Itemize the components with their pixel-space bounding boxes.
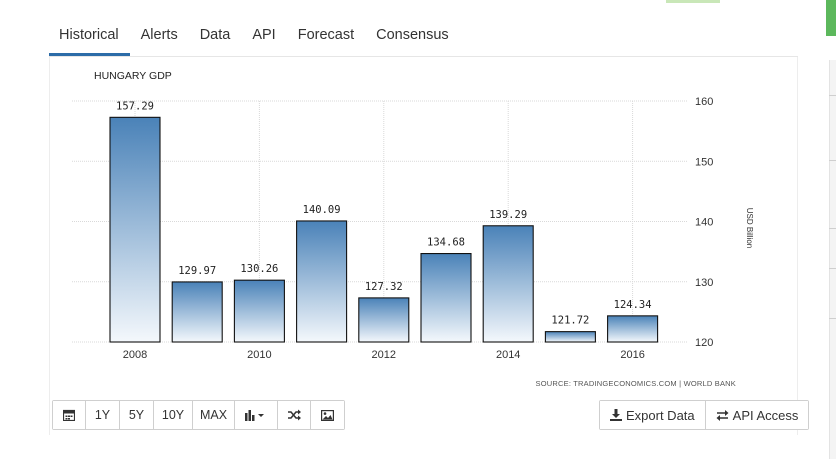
right-side-panel — [829, 60, 836, 459]
chart-panel — [49, 57, 798, 435]
range-10y-button[interactable]: 10Y — [154, 401, 193, 429]
chart-title: HUNGARY GDP — [94, 70, 172, 82]
range-1y-button[interactable]: 1Y — [86, 401, 120, 429]
top-accent-bar — [666, 0, 720, 3]
calendar-icon — [63, 409, 75, 421]
side-divider — [829, 95, 836, 96]
gdp-bar-chart: HUNGARY GDP 157.29 129.97 130.26 140.09 127.… — [72, 70, 754, 388]
bar-chart-icon — [245, 410, 264, 421]
bar[interactable] — [171, 281, 223, 343]
bar-value-label: 134.68 — [427, 237, 465, 249]
chart-actions: Export Data API Access — [599, 400, 810, 430]
tab-alerts[interactable]: Alerts — [140, 27, 178, 43]
side-divider — [829, 228, 836, 229]
x-tick-label: 2014 — [496, 349, 520, 361]
api-access-label: API Access — [732, 407, 799, 423]
compare-button[interactable] — [278, 401, 311, 429]
api-access-button[interactable]: API Access — [705, 401, 809, 429]
bar-value-label: 121.72 — [551, 315, 589, 327]
y-tick-label: 140 — [695, 217, 713, 229]
y-tick-label: 160 — [695, 96, 713, 108]
bar-value-label: 124.34 — [614, 299, 652, 311]
bar-value-label: 130.26 — [240, 263, 278, 275]
x-tick-label: 2008 — [123, 349, 147, 361]
y-axis-label: USD Billion — [745, 208, 754, 248]
y-tick-label: 150 — [695, 156, 713, 168]
bar[interactable] — [607, 315, 659, 343]
bar-value-label: 140.09 — [303, 204, 341, 216]
side-divider — [829, 160, 836, 161]
bar[interactable] — [109, 116, 161, 343]
swap-arrows-icon — [716, 409, 729, 421]
source-note: SOURCE: TRADINGECONOMICS.COM | WORLD BAN… — [536, 379, 736, 388]
shuffle-icon — [287, 409, 301, 421]
tab-forecast[interactable]: Forecast — [297, 27, 355, 43]
x-tick-label: 2016 — [620, 349, 644, 361]
bar[interactable] — [420, 253, 472, 343]
calendar-button[interactable] — [53, 401, 86, 429]
range-5y-button[interactable]: 5Y — [120, 401, 154, 429]
tab-api[interactable]: API — [252, 27, 276, 43]
y-tick-label: 120 — [695, 337, 713, 349]
range-max-button[interactable]: MAX — [193, 401, 235, 429]
side-divider — [829, 318, 836, 319]
download-icon — [610, 409, 622, 421]
tab-historical[interactable]: Historical — [49, 18, 130, 56]
x-tick-label: 2010 — [247, 349, 271, 361]
export-data-button[interactable]: Export Data — [600, 401, 706, 429]
bar[interactable] — [358, 297, 410, 343]
tab-data[interactable]: Data — [199, 27, 231, 43]
bar-value-label: 157.29 — [116, 100, 154, 112]
chart-toolbar: 1Y 5Y 10Y MAX — [52, 400, 345, 430]
y-tick-label: 130 — [695, 277, 713, 289]
image-button[interactable] — [311, 401, 344, 429]
bar[interactable] — [296, 220, 348, 343]
tab-bar: Historical Alerts Data API Forecast Cons… — [49, 18, 460, 56]
bar[interactable] — [482, 225, 534, 343]
x-tick-label: 2012 — [372, 349, 396, 361]
bar[interactable] — [544, 331, 596, 343]
right-accent-bar — [826, 0, 836, 36]
bar-value-label: 139.29 — [489, 209, 527, 221]
bar-value-label: 127.32 — [365, 281, 403, 293]
bar-value-label: 129.97 — [178, 265, 216, 277]
export-data-label: Export Data — [626, 407, 695, 423]
image-icon — [321, 409, 334, 421]
chart-type-button[interactable] — [235, 401, 278, 429]
tabs-divider — [49, 56, 798, 57]
tab-consensus[interactable]: Consensus — [376, 27, 449, 43]
bar[interactable] — [233, 279, 285, 343]
side-divider — [829, 268, 836, 269]
